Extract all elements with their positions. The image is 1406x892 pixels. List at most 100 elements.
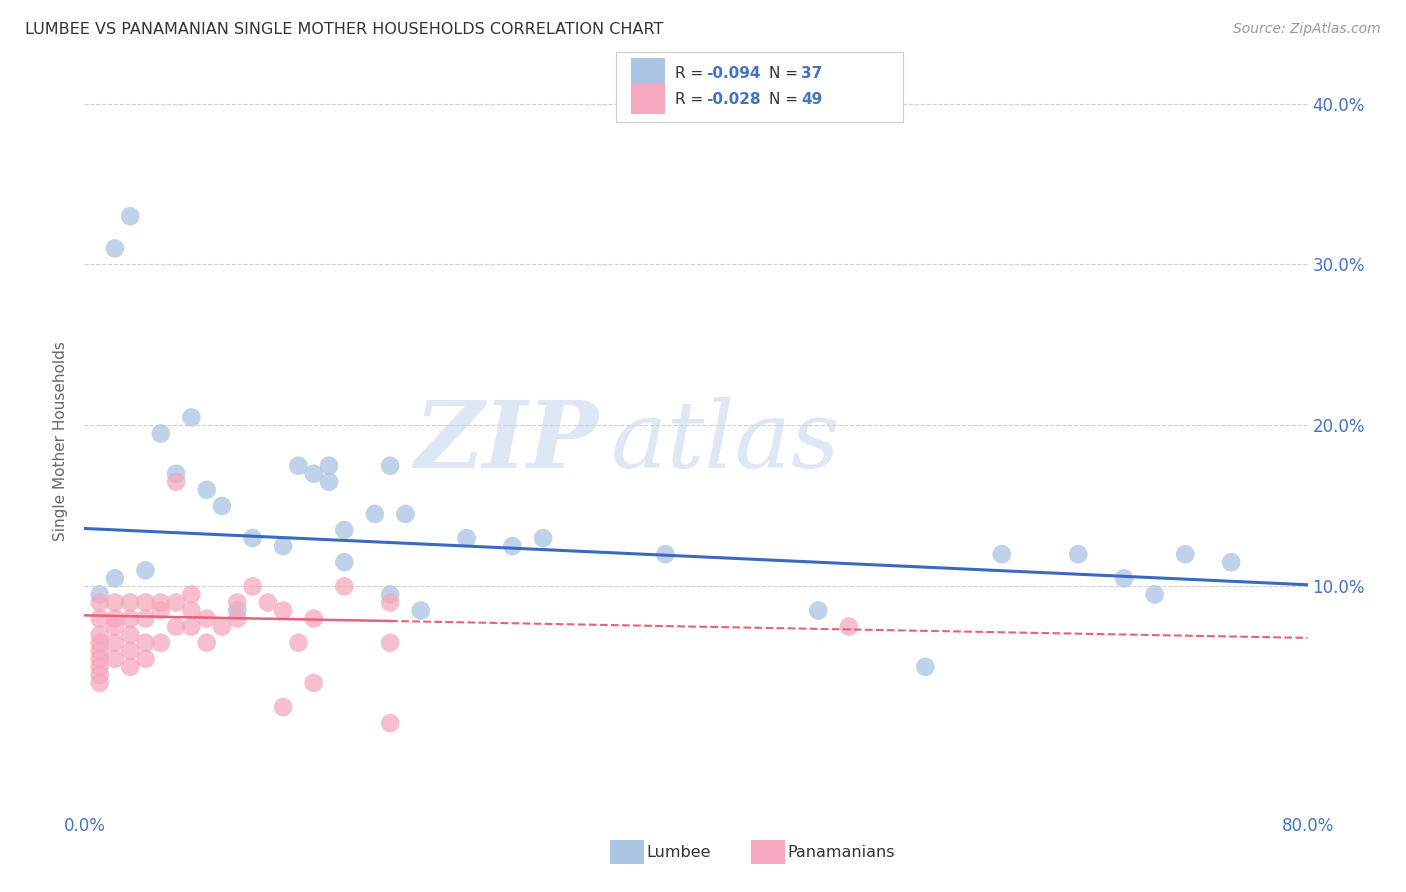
Point — [226, 611, 249, 625]
Point — [271, 539, 294, 553]
Point — [287, 636, 309, 650]
Text: Source: ZipAtlas.com: Source: ZipAtlas.com — [1233, 22, 1381, 37]
Point — [135, 563, 157, 577]
Point — [89, 636, 111, 650]
Point — [89, 660, 111, 674]
Text: R =: R = — [675, 92, 709, 106]
Point — [380, 458, 402, 473]
Point — [271, 700, 294, 714]
Text: N =: N = — [769, 66, 803, 80]
Point — [149, 426, 172, 441]
Text: Lumbee: Lumbee — [647, 845, 711, 860]
Point — [807, 603, 830, 617]
Point — [242, 531, 264, 545]
Point — [180, 619, 202, 633]
Point — [195, 483, 218, 497]
Point — [333, 579, 356, 593]
Point — [302, 676, 325, 690]
Point — [364, 507, 387, 521]
Point — [104, 652, 127, 666]
Text: LUMBEE VS PANAMANIAN SINGLE MOTHER HOUSEHOLDS CORRELATION CHART: LUMBEE VS PANAMANIAN SINGLE MOTHER HOUSE… — [25, 22, 664, 37]
Point — [333, 555, 356, 569]
Point — [120, 209, 142, 223]
Point — [120, 644, 142, 658]
Point — [380, 716, 402, 731]
Point — [135, 611, 157, 625]
Point — [409, 603, 432, 617]
Text: -0.094: -0.094 — [706, 66, 761, 80]
Point — [165, 467, 187, 481]
Point — [104, 241, 127, 255]
Point — [120, 595, 142, 609]
Point — [226, 603, 249, 617]
Point — [120, 628, 142, 642]
Point — [180, 410, 202, 425]
Point — [257, 595, 280, 609]
Point — [380, 636, 402, 650]
Point — [149, 636, 172, 650]
Point — [89, 587, 111, 601]
Point — [104, 571, 127, 585]
Text: 49: 49 — [801, 92, 823, 106]
Point — [211, 619, 233, 633]
Point — [654, 547, 676, 561]
Point — [195, 611, 218, 625]
Point — [89, 628, 111, 642]
Point — [1174, 547, 1197, 561]
Point — [180, 587, 202, 601]
Point — [120, 611, 142, 625]
Point — [502, 539, 524, 553]
Text: ZIP: ZIP — [413, 397, 598, 486]
Point — [180, 603, 202, 617]
Point — [531, 531, 554, 545]
Point — [226, 595, 249, 609]
Point — [89, 611, 111, 625]
Text: atlas: atlas — [610, 397, 839, 486]
Point — [333, 523, 356, 537]
Point — [914, 660, 936, 674]
Point — [149, 603, 172, 617]
Point — [318, 458, 340, 473]
Point — [1067, 547, 1090, 561]
Point — [991, 547, 1014, 561]
Text: R =: R = — [675, 66, 709, 80]
Point — [104, 636, 127, 650]
Point — [1114, 571, 1136, 585]
Point — [271, 603, 294, 617]
Point — [1220, 555, 1243, 569]
Point — [838, 619, 860, 633]
Point — [149, 595, 172, 609]
Point — [456, 531, 478, 545]
Point — [104, 611, 127, 625]
Point — [211, 499, 233, 513]
Point — [165, 595, 187, 609]
Point — [89, 644, 111, 658]
Point — [242, 579, 264, 593]
Point — [104, 595, 127, 609]
Point — [89, 668, 111, 682]
Point — [195, 636, 218, 650]
Point — [165, 475, 187, 489]
Text: Panamanians: Panamanians — [787, 845, 894, 860]
Point — [135, 652, 157, 666]
Point — [394, 507, 416, 521]
Point — [135, 636, 157, 650]
Point — [135, 595, 157, 609]
Point — [302, 611, 325, 625]
Point — [89, 595, 111, 609]
Text: -0.028: -0.028 — [706, 92, 761, 106]
Point — [287, 458, 309, 473]
Text: 37: 37 — [801, 66, 823, 80]
Point — [165, 619, 187, 633]
Point — [380, 595, 402, 609]
Point — [302, 467, 325, 481]
Point — [104, 619, 127, 633]
Point — [318, 475, 340, 489]
Point — [89, 676, 111, 690]
Text: N =: N = — [769, 92, 803, 106]
Point — [120, 660, 142, 674]
Point — [380, 587, 402, 601]
Y-axis label: Single Mother Households: Single Mother Households — [53, 342, 69, 541]
Point — [1143, 587, 1166, 601]
Point — [89, 652, 111, 666]
